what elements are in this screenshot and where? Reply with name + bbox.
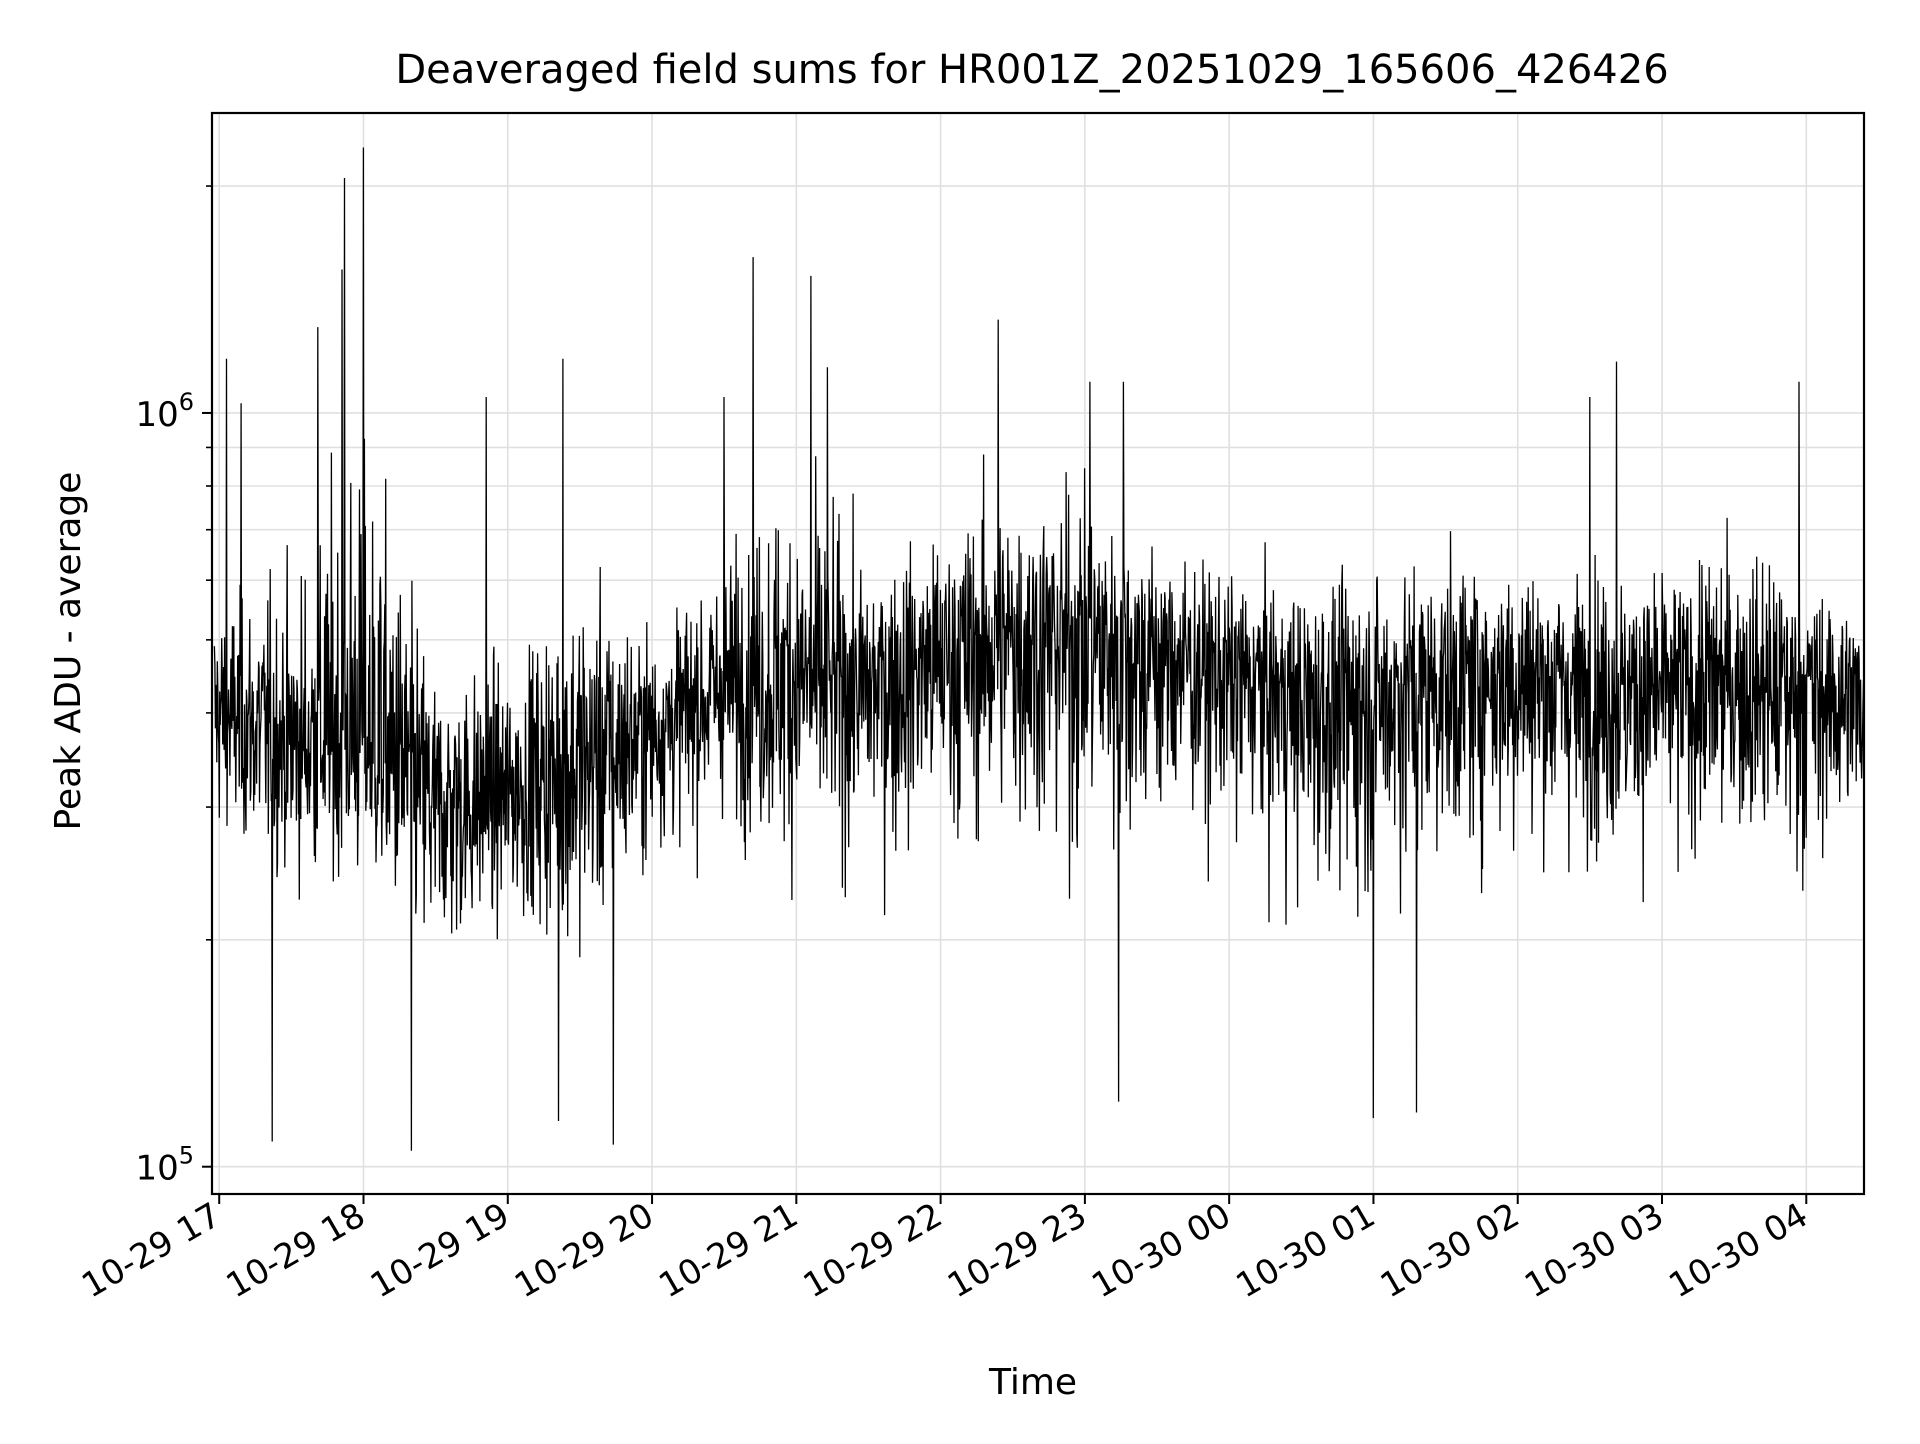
axis-ticks [202, 185, 1808, 1204]
y-tick-base: 10 [135, 1149, 178, 1189]
y-tick-exponent: 5 [179, 1142, 194, 1170]
plot-area-frame [210, 111, 1866, 1196]
y-tick-exponent: 6 [179, 388, 194, 416]
y-tick-label: 105 [135, 1142, 194, 1189]
x-axis-label: Time [988, 1362, 1077, 1403]
series-line [213, 147, 1865, 1151]
y-tick-label: 106 [135, 388, 194, 435]
y-axis-label: Peak ADU - average [48, 472, 89, 831]
series-layer [213, 147, 1865, 1151]
chart-title: Deaveraged field sums for HR001Z_2025102… [395, 47, 1668, 93]
y-tick-base: 10 [135, 395, 178, 435]
